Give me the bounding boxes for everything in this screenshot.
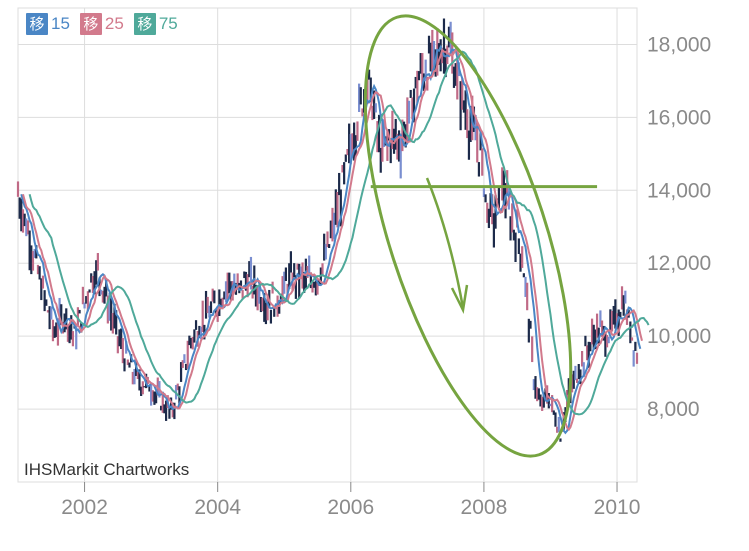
x-tick-label-2004: 2004 <box>194 496 241 519</box>
moving-average-15 <box>20 44 642 435</box>
legend-badge-ma75: 移 <box>133 13 156 35</box>
legend-badge-ma15: 移 <box>26 13 48 35</box>
chart-legend: 移 15 移 25 移 75 <box>26 13 178 35</box>
y-tick-label-14000: 14,000 <box>647 179 711 202</box>
annotation-arrow-head <box>450 284 469 315</box>
x-tick-label-2006: 2006 <box>327 496 374 519</box>
y-tick-label-10000: 10,000 <box>647 325 711 348</box>
x-tick-label-2008: 2008 <box>461 496 508 519</box>
legend-period-ma75: 75 <box>158 14 178 33</box>
legend-period-ma25: 25 <box>104 14 124 33</box>
x-tick-label-2010: 2010 <box>594 496 641 519</box>
y-tick-label-12000: 12,000 <box>647 252 711 275</box>
chart-credit: IHSMarkit Chartworks <box>24 460 190 479</box>
y-tick-label-8000: 8,000 <box>647 398 700 421</box>
legend-badge-ma25: 移 <box>79 13 102 35</box>
legend-item-ma25[interactable]: 移 25 <box>79 13 124 35</box>
x-tick-label-2002: 2002 <box>61 496 108 519</box>
y-tick-label-18000: 18,000 <box>647 33 711 56</box>
legend-period-ma15: 15 <box>51 14 70 33</box>
y-tick-label-16000: 16,000 <box>647 106 711 129</box>
annotation-arrow-shaft <box>425 177 465 309</box>
moving-average-25 <box>22 48 643 432</box>
moving-average-75 <box>28 50 650 416</box>
annotation-ellipse <box>363 14 573 458</box>
legend-item-ma75[interactable]: 移 75 <box>133 13 178 35</box>
legend-item-ma15[interactable]: 移 15 <box>26 13 70 35</box>
plot-frame <box>17 7 638 483</box>
